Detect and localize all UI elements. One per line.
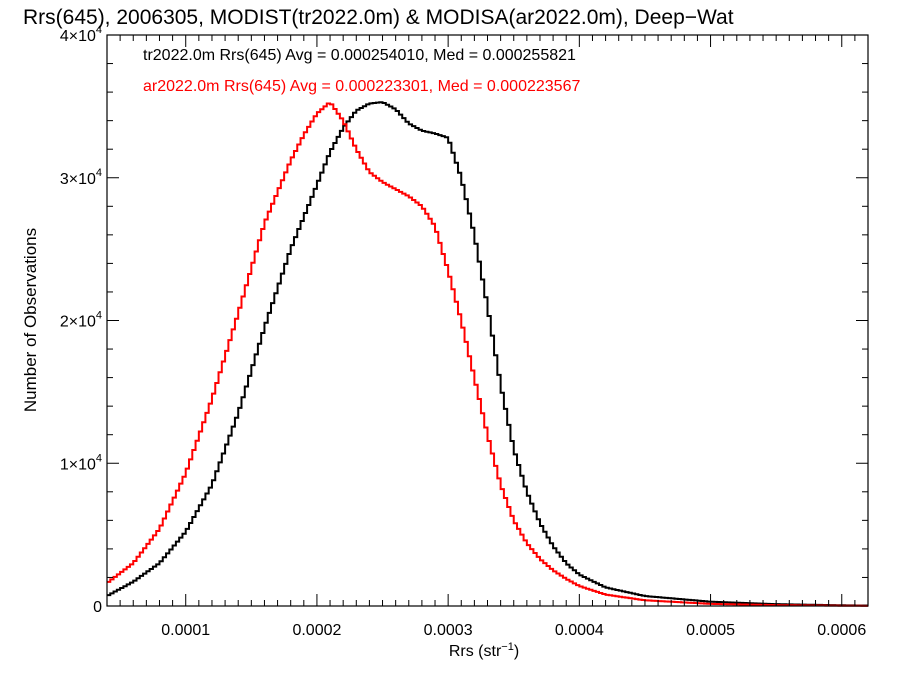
series-group [107,101,868,607]
x-tick-label: 0.0002 [292,622,341,639]
legend-entry-1: tr2022.0m Rrs(645) Avg = 0.000254010, Me… [143,47,576,64]
y-tick-label: 2×104 [60,310,102,331]
chart-title: Rrs(645), 2006305, MODIST(tr2022.0m) & M… [23,6,734,29]
ticks-group: 0.0001 0.0002 0.0003 0.0004 0.0005 0.0006 0 1×1… [60,24,869,639]
x-axis-label: Rrs (str−1) [449,641,519,660]
x-axis-label-text: Rrs (str [449,643,502,660]
y-tick-label: 3×104 [60,167,102,188]
x-tick-label: 0.0005 [686,622,735,639]
y-tick-label: 1×104 [60,452,102,473]
series-line-1 [107,101,868,607]
series-line-2 [107,102,868,607]
x-tick-label: 0.0003 [424,622,473,639]
x-axis-label-superscript: −1 [501,641,514,653]
x-tick-label: 0.0004 [555,622,604,639]
y-tick-label: 4×104 [60,24,102,45]
y-tick-label: 0 [93,599,102,616]
plot-frame [106,34,869,607]
y-axis-label: Number of Observations [21,228,40,412]
legend-entry-2: ar2022.0m Rrs(645) Avg = 0.000223301, Me… [143,78,580,95]
x-axis-label-close: ) [514,643,519,660]
x-tick-label: 0.0006 [817,622,866,639]
x-tick-label: 0.0001 [161,622,210,639]
